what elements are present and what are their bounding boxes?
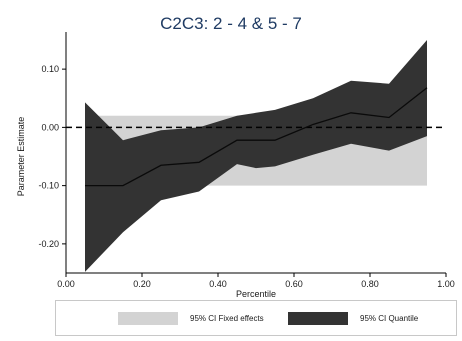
x-tick-label: 0.80: [361, 279, 379, 289]
x-tick-label: 0.40: [209, 279, 227, 289]
x-tick-label: 0.20: [133, 279, 151, 289]
y-tick-label: -0.20: [38, 239, 59, 249]
chart-legend: 95% CI Fixed effects 95% CI Quantile: [55, 300, 457, 336]
x-tick-label: 0.00: [57, 279, 75, 289]
legend-swatch-fixed-effects: [118, 311, 178, 325]
legend-label-quantile: 95% CI Quantile: [360, 313, 419, 323]
y-axis-label: Parameter Estimate: [16, 117, 26, 197]
y-tick-label: -0.10: [38, 181, 59, 191]
legend-item-quantile: 95% CI Quantile: [288, 311, 418, 325]
x-tick-label: 1.00: [437, 279, 455, 289]
y-tick-label: 0.00: [41, 122, 59, 132]
quantile-estimate-line: [85, 87, 428, 187]
y-tick-label: 0.10: [41, 64, 59, 74]
x-tick-label: 0.60: [285, 279, 303, 289]
legend-swatch-quantile: [288, 311, 348, 325]
legend-item-fixed-effects: 95% CI Fixed effects: [118, 311, 264, 325]
x-axis-label: Percentile: [236, 289, 276, 299]
chart-title: C2C3: 2 - 4 & 5 - 7: [160, 14, 302, 33]
quantile-ci-band: [85, 40, 427, 272]
legend-label-fixed-effects: 95% CI Fixed effects: [190, 313, 264, 323]
